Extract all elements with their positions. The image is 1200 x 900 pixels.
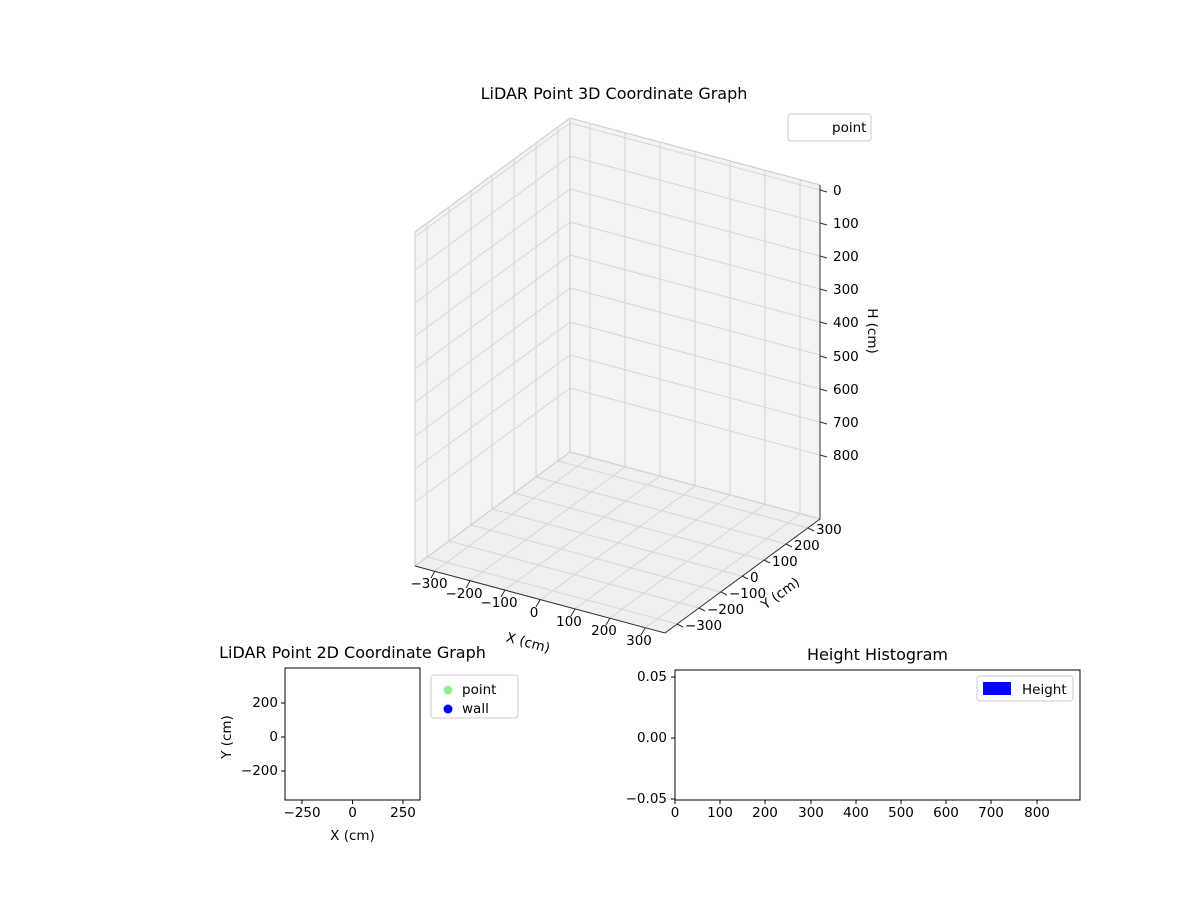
z-tick-label: 200 (833, 249, 859, 265)
x-tick-label: 400 (843, 805, 869, 821)
y-tick-label: 0 (269, 729, 278, 745)
x-tick-label: 200 (752, 805, 778, 821)
z-tick-label: 100 (833, 216, 859, 232)
ticks-2d (281, 702, 404, 804)
y-tick-label: 0.05 (637, 669, 667, 685)
grid-y-left-wall (426, 127, 559, 557)
z-tick-label: 700 (833, 415, 859, 431)
y-tick-label: 200 (252, 695, 278, 711)
y-tick-label: 0 (750, 570, 759, 586)
point-marker-icon (443, 685, 453, 695)
z-tick-label: 0 (833, 183, 842, 199)
x-tick-label: −300 (410, 576, 447, 592)
plot3d-legend: point (787, 113, 872, 142)
plot-3d: −300 −200 −100 0 100 200 300 300 200 100… (410, 84, 880, 657)
x-tick-label: 0 (671, 805, 680, 821)
axes-frame-2d (284, 667, 421, 801)
pane-edges (414, 117, 821, 567)
x-tick-label: 700 (978, 805, 1004, 821)
z-tick-label: 500 (833, 349, 859, 365)
x-tick-label: 250 (390, 805, 416, 821)
x-tick-label: 100 (556, 614, 582, 630)
ticks-hist (671, 676, 1038, 804)
z-tick-label: 800 (833, 448, 859, 464)
grid-y-floor (426, 460, 809, 625)
legend-label-point: point (462, 682, 496, 698)
y-ticks-3d (676, 527, 815, 628)
legend-frame (787, 113, 872, 142)
x-tick-label: 300 (798, 805, 824, 821)
z-tick-label: 400 (833, 315, 859, 331)
y-axis-label-2d: Y (cm) (219, 715, 235, 760)
x-tick-label: 0 (348, 805, 357, 821)
y-tick-label: 100 (772, 554, 798, 570)
plot-histogram: 0 100 200 300 400 500 600 700 800 0.05 0… (626, 645, 1081, 821)
plot2d-legend: point wall (430, 674, 519, 719)
z-tick-label: 600 (833, 382, 859, 398)
histogram-title: Height Histogram (807, 645, 948, 664)
x-tick-label: 600 (933, 805, 959, 821)
y-tick-label: −200 (707, 602, 744, 618)
x-tick-label: 300 (626, 633, 652, 649)
y-tick-label: −300 (685, 618, 722, 634)
x-axis-label-2d: X (cm) (330, 828, 375, 844)
x-tick-label: −250 (283, 805, 320, 821)
x-tick-label: 100 (707, 805, 733, 821)
y-tick-label: 200 (794, 538, 820, 554)
y-tick-label: −0.05 (626, 791, 667, 807)
x-tick-label: −200 (445, 586, 482, 602)
grid-x-right-wall (589, 123, 801, 514)
y-tick-label: −200 (241, 763, 278, 779)
x-ticks-3d (430, 570, 646, 636)
x-tick-label: 500 (888, 805, 914, 821)
legend-label-height: Height (1022, 682, 1067, 698)
legend-label-point: point (832, 120, 866, 136)
x-axis-label-3d: X (cm) (504, 630, 551, 657)
z-tick-label: 300 (833, 282, 859, 298)
y-tick-label: 300 (816, 522, 842, 538)
legend-label-wall: wall (462, 701, 489, 717)
x-tick-label: 800 (1024, 805, 1050, 821)
height-swatch-icon (983, 682, 1011, 695)
histogram-legend: Height (976, 675, 1074, 702)
x-tick-label: 200 (591, 623, 617, 639)
z-ticks-3d (819, 189, 828, 458)
x-tick-label: 0 (530, 605, 539, 621)
y-tick-label: −100 (729, 586, 766, 602)
x-tick-label: −100 (480, 595, 517, 611)
z-axis-label-3d: H (cm) (864, 308, 880, 354)
plot-2d: −250 0 250 200 0 −200 X (cm) Y (cm) LiDA… (219, 643, 519, 844)
legend-frame (430, 674, 519, 719)
plot3d-title: LiDAR Point 3D Coordinate Graph (481, 84, 748, 103)
wall-marker-icon (443, 704, 453, 714)
plot2d-title: LiDAR Point 2D Coordinate Graph (219, 643, 486, 662)
y-tick-label: 0.00 (637, 730, 667, 746)
